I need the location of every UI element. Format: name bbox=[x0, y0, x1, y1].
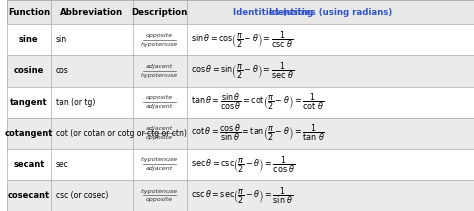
Text: hypotenuse: hypotenuse bbox=[141, 157, 178, 162]
Text: $\cos\theta = \sin\!\left(\dfrac{\pi}{2} - \theta\right) = \dfrac{1}{\sec\,\thet: $\cos\theta = \sin\!\left(\dfrac{\pi}{2}… bbox=[191, 61, 294, 81]
Bar bbox=[7, 180, 474, 211]
Text: opposite: opposite bbox=[146, 197, 173, 202]
Text: sin: sin bbox=[56, 35, 67, 44]
Text: cotangent: cotangent bbox=[5, 129, 53, 138]
Text: $\tan\theta = \dfrac{\sin\theta}{\cos\theta} = \cot\!\left(\dfrac{\pi}{2} - \the: $\tan\theta = \dfrac{\sin\theta}{\cos\th… bbox=[191, 92, 325, 112]
Text: $\cot\theta = \dfrac{\cos\theta}{\sin\theta} = \tan\!\left(\dfrac{\pi}{2} - \the: $\cot\theta = \dfrac{\cos\theta}{\sin\th… bbox=[191, 123, 325, 143]
Text: adjacent: adjacent bbox=[146, 166, 173, 171]
Bar bbox=[7, 87, 474, 118]
Text: tangent: tangent bbox=[10, 97, 48, 107]
Text: sine: sine bbox=[19, 35, 39, 44]
Text: hypotenuse: hypotenuse bbox=[141, 73, 178, 78]
Text: Description: Description bbox=[132, 8, 188, 17]
Text: $\sin\theta = \cos\!\left(\dfrac{\pi}{2} - \theta\right) = \dfrac{1}{\csc\,\thet: $\sin\theta = \cos\!\left(\dfrac{\pi}{2}… bbox=[191, 30, 294, 50]
Text: adjacent: adjacent bbox=[146, 126, 173, 131]
Bar bbox=[7, 118, 474, 149]
Text: tan (or tg): tan (or tg) bbox=[56, 97, 95, 107]
Bar bbox=[7, 0, 474, 24]
Bar bbox=[7, 24, 474, 55]
Text: Abbreviation: Abbreviation bbox=[61, 8, 124, 17]
Text: sec: sec bbox=[56, 160, 69, 169]
Text: csc (or cosec): csc (or cosec) bbox=[56, 191, 108, 200]
Text: Identities (using: Identities (using bbox=[233, 8, 316, 17]
Bar bbox=[7, 55, 474, 87]
Text: cos: cos bbox=[56, 66, 69, 76]
Text: cosecant: cosecant bbox=[8, 191, 50, 200]
Text: Function: Function bbox=[8, 8, 50, 17]
Text: cosine: cosine bbox=[14, 66, 44, 76]
Bar bbox=[7, 149, 474, 180]
Text: opposite: opposite bbox=[146, 135, 173, 140]
Text: $\csc\theta = \sec\!\left(\dfrac{\pi}{2} - \theta\right) = \dfrac{1}{\sin\,\thet: $\csc\theta = \sec\!\left(\dfrac{\pi}{2}… bbox=[191, 185, 294, 206]
Text: opposite: opposite bbox=[146, 33, 173, 38]
Text: adjacent: adjacent bbox=[146, 104, 173, 109]
Text: Identities (using radians): Identities (using radians) bbox=[269, 8, 392, 17]
Text: adjacent: adjacent bbox=[146, 64, 173, 69]
Text: secant: secant bbox=[13, 160, 45, 169]
Text: cot (or cotan or cotg or ctg or ctn): cot (or cotan or cotg or ctg or ctn) bbox=[56, 129, 187, 138]
Text: hypotenuse: hypotenuse bbox=[141, 42, 178, 47]
Text: opposite: opposite bbox=[146, 95, 173, 100]
Text: hypotenuse: hypotenuse bbox=[141, 189, 178, 193]
Text: $\sec\theta = \csc\!\left(\dfrac{\pi}{2} - \theta\right) = \dfrac{1}{\cos\,\thet: $\sec\theta = \csc\!\left(\dfrac{\pi}{2}… bbox=[191, 154, 296, 174]
